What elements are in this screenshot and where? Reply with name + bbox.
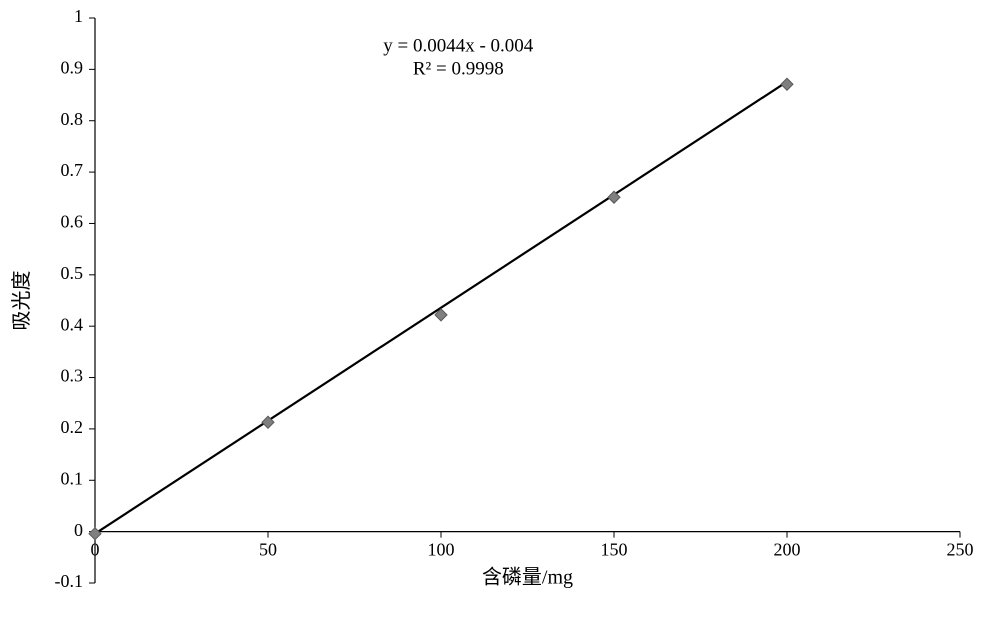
y-tick-label: 0.2	[61, 417, 84, 437]
x-axis-label: 含磷量/mg	[482, 566, 573, 589]
x-tick-label: 200	[774, 540, 801, 560]
chart-background	[0, 0, 1000, 638]
x-tick-label: 100	[428, 540, 455, 560]
y-tick-label: 0.7	[61, 160, 84, 180]
x-tick-label: 150	[601, 540, 628, 560]
y-tick-label: 0.6	[61, 212, 84, 232]
chart-container: -0.1 0 0.1 0.2 0.3 0.4 0.5 0.6 0.7 0.8 0.9 1 0 50 100 1…	[0, 0, 1000, 638]
y-tick-label: 0.3	[61, 366, 84, 386]
equation-line1: y = 0.0044x - 0.004	[383, 35, 534, 56]
y-tick-label: 0.9	[61, 57, 84, 77]
y-tick-label: 0.4	[61, 314, 84, 334]
equation-line2: R² = 0.9998	[413, 58, 504, 79]
y-tick-label: 1	[74, 6, 83, 26]
y-tick-label: 0.1	[61, 468, 84, 488]
x-tick-label: 0	[91, 540, 100, 560]
x-tick-label: 50	[259, 540, 277, 560]
y-tick-label: 0	[74, 520, 83, 540]
y-axis-label: 吸光度	[10, 271, 33, 331]
x-tick-label: 250	[947, 540, 974, 560]
calibration-chart: -0.1 0 0.1 0.2 0.3 0.4 0.5 0.6 0.7 0.8 0.9 1 0 50 100 1…	[0, 0, 1000, 638]
y-tick-label: 0.8	[61, 109, 84, 129]
y-tick-label: -0.1	[55, 571, 84, 591]
y-tick-label: 0.5	[61, 263, 84, 283]
